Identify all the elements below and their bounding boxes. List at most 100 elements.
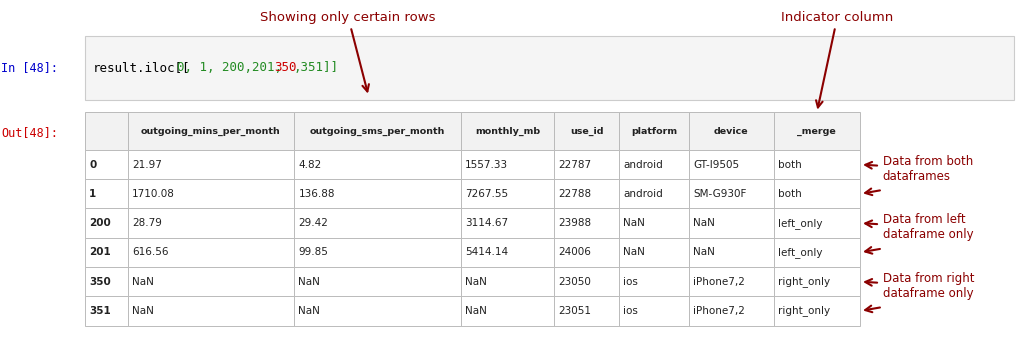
Text: android: android bbox=[624, 160, 664, 170]
Text: NaN: NaN bbox=[132, 306, 154, 316]
Bar bbox=[689, 208, 773, 238]
Bar bbox=[554, 296, 620, 326]
Text: 5414.14: 5414.14 bbox=[465, 247, 508, 257]
Text: platform: platform bbox=[631, 127, 677, 136]
Text: NaN: NaN bbox=[624, 247, 645, 257]
Text: NaN: NaN bbox=[298, 277, 321, 287]
Text: right_only: right_only bbox=[777, 306, 829, 316]
Bar bbox=[461, 267, 554, 296]
Text: NaN: NaN bbox=[465, 306, 486, 316]
Bar bbox=[85, 179, 128, 208]
Bar bbox=[554, 267, 620, 296]
Text: 23051: 23051 bbox=[558, 306, 591, 316]
Bar bbox=[128, 296, 294, 326]
Bar bbox=[85, 36, 1014, 100]
Bar bbox=[128, 112, 294, 150]
Bar bbox=[554, 179, 620, 208]
Bar bbox=[128, 238, 294, 267]
Text: outgoing_sms_per_month: outgoing_sms_per_month bbox=[310, 127, 445, 136]
Bar bbox=[620, 296, 689, 326]
Bar bbox=[294, 179, 461, 208]
Bar bbox=[85, 238, 128, 267]
Text: 201: 201 bbox=[89, 247, 111, 257]
Text: monthly_mb: monthly_mb bbox=[475, 127, 540, 136]
Text: result.iloc[[: result.iloc[[ bbox=[93, 61, 190, 74]
Text: Out[48]:: Out[48]: bbox=[1, 126, 58, 139]
Bar bbox=[773, 238, 860, 267]
Bar bbox=[689, 238, 773, 267]
Text: 22788: 22788 bbox=[558, 189, 592, 199]
Text: 0, 1, 200,201,: 0, 1, 200,201, bbox=[177, 61, 290, 74]
Bar bbox=[294, 238, 461, 267]
Text: 200: 200 bbox=[89, 218, 111, 228]
Text: 28.79: 28.79 bbox=[132, 218, 162, 228]
Text: iPhone7,2: iPhone7,2 bbox=[693, 306, 745, 316]
Text: Showing only certain rows: Showing only certain rows bbox=[260, 11, 436, 91]
Text: right_only: right_only bbox=[777, 276, 829, 287]
Text: 99.85: 99.85 bbox=[298, 247, 329, 257]
Text: 3114.67: 3114.67 bbox=[465, 218, 508, 228]
Text: left_only: left_only bbox=[777, 247, 822, 258]
Text: 7267.55: 7267.55 bbox=[465, 189, 508, 199]
Bar bbox=[620, 179, 689, 208]
Text: _merge: _merge bbox=[798, 127, 837, 136]
Bar bbox=[620, 112, 689, 150]
Text: android: android bbox=[624, 189, 664, 199]
Text: 616.56: 616.56 bbox=[132, 247, 168, 257]
Bar bbox=[294, 208, 461, 238]
Text: both: both bbox=[777, 160, 802, 170]
Text: left_only: left_only bbox=[777, 218, 822, 228]
Text: 350: 350 bbox=[89, 277, 111, 287]
Text: 0: 0 bbox=[89, 160, 96, 170]
Text: both: both bbox=[777, 189, 802, 199]
Text: 21.97: 21.97 bbox=[132, 160, 162, 170]
Text: NaN: NaN bbox=[693, 247, 715, 257]
Text: 1557.33: 1557.33 bbox=[465, 160, 508, 170]
Text: 23988: 23988 bbox=[558, 218, 592, 228]
Bar bbox=[554, 112, 620, 150]
Bar bbox=[773, 150, 860, 179]
Bar bbox=[85, 112, 128, 150]
Bar bbox=[294, 112, 461, 150]
Bar bbox=[85, 296, 128, 326]
Text: NaN: NaN bbox=[465, 277, 486, 287]
Text: 1: 1 bbox=[89, 189, 96, 199]
Text: Indicator column: Indicator column bbox=[781, 11, 894, 107]
Text: 22787: 22787 bbox=[558, 160, 592, 170]
Bar bbox=[620, 150, 689, 179]
Text: NaN: NaN bbox=[624, 218, 645, 228]
Bar bbox=[689, 296, 773, 326]
Bar bbox=[620, 267, 689, 296]
Bar bbox=[461, 150, 554, 179]
Bar bbox=[773, 179, 860, 208]
Bar bbox=[461, 179, 554, 208]
Bar bbox=[85, 208, 128, 238]
Text: ios: ios bbox=[624, 306, 638, 316]
Text: 1710.08: 1710.08 bbox=[132, 189, 175, 199]
Bar bbox=[85, 267, 128, 296]
Bar bbox=[554, 208, 620, 238]
Text: 4.82: 4.82 bbox=[298, 160, 322, 170]
Text: NaN: NaN bbox=[693, 218, 715, 228]
Bar bbox=[128, 179, 294, 208]
Bar bbox=[773, 208, 860, 238]
Text: SM-G930F: SM-G930F bbox=[693, 189, 746, 199]
Text: 24006: 24006 bbox=[558, 247, 591, 257]
Bar bbox=[689, 112, 773, 150]
Text: device: device bbox=[714, 127, 749, 136]
Bar bbox=[85, 150, 128, 179]
Text: 350: 350 bbox=[273, 61, 296, 74]
Text: Data from left
dataframe only: Data from left dataframe only bbox=[865, 213, 974, 241]
Bar bbox=[773, 296, 860, 326]
Bar bbox=[689, 267, 773, 296]
Bar bbox=[294, 150, 461, 179]
Bar bbox=[620, 238, 689, 267]
Bar bbox=[294, 267, 461, 296]
Text: ,351]]: ,351]] bbox=[293, 61, 338, 74]
Text: NaN: NaN bbox=[132, 277, 154, 287]
Text: iPhone7,2: iPhone7,2 bbox=[693, 277, 745, 287]
Bar bbox=[461, 296, 554, 326]
Bar bbox=[773, 112, 860, 150]
Bar bbox=[128, 150, 294, 179]
Bar bbox=[128, 208, 294, 238]
